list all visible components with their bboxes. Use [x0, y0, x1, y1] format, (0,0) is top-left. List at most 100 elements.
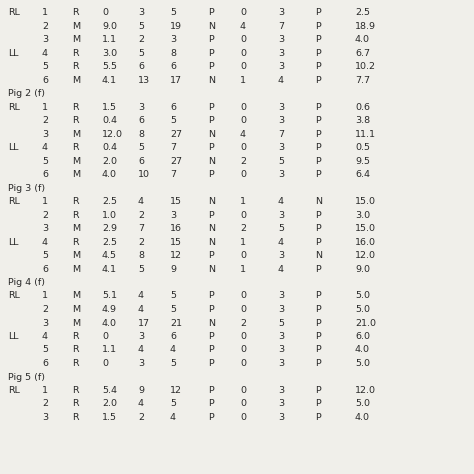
Text: 2: 2	[42, 400, 48, 409]
Text: 21: 21	[170, 319, 182, 328]
Text: P: P	[208, 48, 214, 57]
Text: 7: 7	[278, 129, 284, 138]
Text: P: P	[315, 75, 321, 84]
Text: M: M	[72, 224, 80, 233]
Text: P: P	[315, 332, 321, 341]
Text: 4.9: 4.9	[102, 305, 117, 314]
Text: 0: 0	[240, 332, 246, 341]
Text: 6: 6	[170, 62, 176, 71]
Text: R: R	[72, 210, 79, 219]
Text: 5.5: 5.5	[102, 62, 117, 71]
Text: 1.5: 1.5	[102, 413, 117, 422]
Text: 4.1: 4.1	[102, 75, 117, 84]
Text: 8: 8	[170, 48, 176, 57]
Text: 11.1: 11.1	[355, 129, 376, 138]
Text: P: P	[315, 292, 321, 301]
Text: 3: 3	[42, 319, 48, 328]
Text: 5: 5	[42, 62, 48, 71]
Text: 4: 4	[138, 305, 144, 314]
Text: 4: 4	[42, 48, 48, 57]
Text: 5: 5	[170, 292, 176, 301]
Text: 5.0: 5.0	[355, 359, 370, 368]
Text: 7: 7	[278, 21, 284, 30]
Text: 4.5: 4.5	[102, 251, 117, 260]
Text: P: P	[315, 170, 321, 179]
Text: 5: 5	[138, 264, 144, 273]
Text: N: N	[315, 197, 322, 206]
Text: 1.1: 1.1	[102, 35, 117, 44]
Text: P: P	[315, 359, 321, 368]
Text: 0: 0	[240, 143, 246, 152]
Text: Pig 4 (f): Pig 4 (f)	[8, 278, 45, 287]
Text: P: P	[315, 156, 321, 165]
Text: 5: 5	[170, 305, 176, 314]
Text: 4.0: 4.0	[355, 35, 370, 44]
Text: 4: 4	[278, 264, 284, 273]
Text: 3: 3	[278, 346, 284, 355]
Text: R: R	[72, 197, 79, 206]
Text: 3: 3	[278, 400, 284, 409]
Text: 9.0: 9.0	[355, 264, 370, 273]
Text: 3.8: 3.8	[355, 116, 370, 125]
Text: 0: 0	[240, 359, 246, 368]
Text: 3: 3	[42, 35, 48, 44]
Text: 4.0: 4.0	[102, 170, 117, 179]
Text: 4: 4	[278, 237, 284, 246]
Text: 3: 3	[278, 8, 284, 17]
Text: 10.2: 10.2	[355, 62, 376, 71]
Text: P: P	[315, 224, 321, 233]
Text: 2.5: 2.5	[102, 237, 117, 246]
Text: P: P	[315, 413, 321, 422]
Text: 9.5: 9.5	[355, 156, 370, 165]
Text: P: P	[208, 35, 214, 44]
Text: P: P	[208, 8, 214, 17]
Text: P: P	[315, 62, 321, 71]
Text: P: P	[208, 251, 214, 260]
Text: P: P	[315, 319, 321, 328]
Text: 27: 27	[170, 129, 182, 138]
Text: 4: 4	[42, 332, 48, 341]
Text: 3: 3	[278, 359, 284, 368]
Text: R: R	[72, 413, 79, 422]
Text: R: R	[72, 346, 79, 355]
Text: 3: 3	[278, 116, 284, 125]
Text: 3.0: 3.0	[102, 48, 117, 57]
Text: 4: 4	[138, 197, 144, 206]
Text: 0: 0	[240, 413, 246, 422]
Text: RL: RL	[8, 8, 20, 17]
Text: 1: 1	[240, 75, 246, 84]
Text: P: P	[315, 102, 321, 111]
Text: 4: 4	[42, 143, 48, 152]
Text: 4.1: 4.1	[102, 264, 117, 273]
Text: 12.0: 12.0	[102, 129, 123, 138]
Text: P: P	[208, 305, 214, 314]
Text: M: M	[72, 156, 80, 165]
Text: RL: RL	[8, 386, 20, 395]
Text: 5: 5	[138, 48, 144, 57]
Text: N: N	[208, 75, 215, 84]
Text: 6: 6	[138, 62, 144, 71]
Text: 7: 7	[138, 224, 144, 233]
Text: 0: 0	[102, 8, 108, 17]
Text: 0: 0	[240, 102, 246, 111]
Text: 15.0: 15.0	[355, 197, 376, 206]
Text: 2: 2	[42, 210, 48, 219]
Text: R: R	[72, 62, 79, 71]
Text: M: M	[72, 319, 80, 328]
Text: 8: 8	[138, 251, 144, 260]
Text: 4: 4	[138, 292, 144, 301]
Text: P: P	[315, 143, 321, 152]
Text: 4.0: 4.0	[355, 413, 370, 422]
Text: P: P	[208, 116, 214, 125]
Text: P: P	[315, 346, 321, 355]
Text: N: N	[208, 264, 215, 273]
Text: 0: 0	[240, 48, 246, 57]
Text: LL: LL	[8, 237, 18, 246]
Text: P: P	[208, 332, 214, 341]
Text: 6: 6	[170, 332, 176, 341]
Text: 2: 2	[138, 35, 144, 44]
Text: 2.5: 2.5	[355, 8, 370, 17]
Text: 1: 1	[240, 197, 246, 206]
Text: 12.0: 12.0	[355, 386, 376, 395]
Text: M: M	[72, 251, 80, 260]
